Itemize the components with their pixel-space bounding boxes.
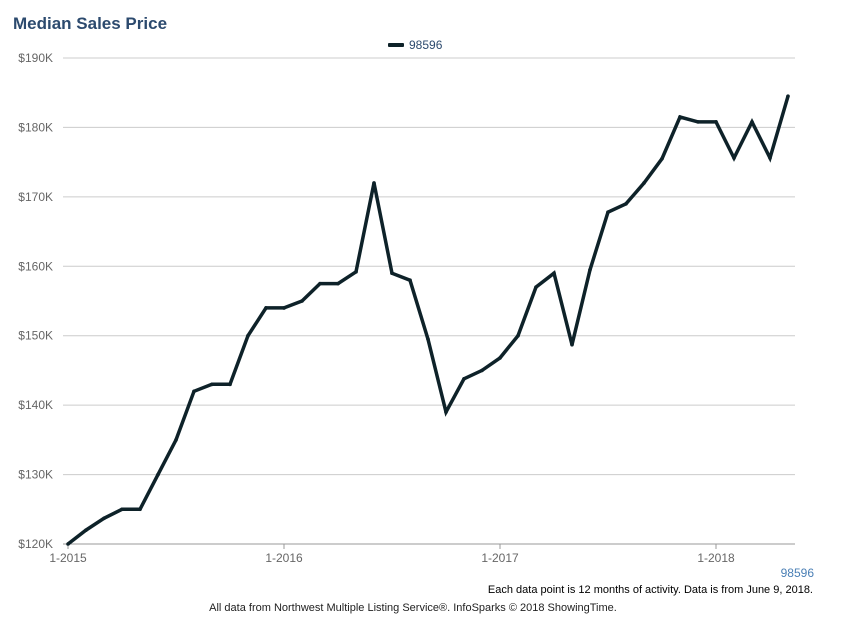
data-point	[66, 542, 70, 546]
data-point	[516, 333, 520, 338]
data-point	[786, 94, 790, 98]
y-tick-label: $150K	[18, 329, 53, 343]
data-point	[498, 356, 502, 360]
data-point	[768, 156, 772, 160]
data-point	[282, 306, 286, 310]
data-point	[642, 181, 646, 185]
data-point	[372, 181, 376, 185]
data-point	[318, 281, 322, 286]
data-point	[408, 278, 412, 282]
legend-label: 98596	[409, 38, 443, 52]
y-tick-label: $190K	[18, 51, 53, 65]
legend-swatch	[388, 43, 404, 47]
data-point	[552, 271, 556, 276]
data-point	[264, 306, 268, 310]
data-point	[426, 337, 430, 341]
data-point	[588, 267, 592, 272]
x-tick-label: 1-2017	[481, 551, 519, 565]
x-tick-label: 1-2018	[697, 551, 735, 565]
y-tick-label: $160K	[18, 259, 53, 273]
data-point	[570, 342, 574, 347]
data-point	[210, 382, 214, 387]
data-point	[534, 285, 538, 289]
data-point	[246, 333, 250, 338]
series-label: 98596	[780, 566, 814, 580]
data-point	[678, 115, 682, 119]
data-point	[480, 368, 484, 373]
chart-legend: 98596	[388, 38, 442, 52]
y-tick-label: $130K	[18, 468, 53, 482]
data-point	[102, 516, 106, 521]
data-point	[156, 472, 160, 477]
y-tick-label: $140K	[18, 398, 53, 412]
footer-credit: All data from Northwest Multiple Listing…	[209, 602, 617, 614]
data-point	[300, 299, 304, 303]
data-point	[336, 281, 340, 286]
chart-title: Median Sales Price	[13, 14, 168, 33]
x-tick-label: 1-2016	[265, 551, 303, 565]
x-tick-label: 1-2015	[49, 551, 87, 565]
data-point	[138, 507, 142, 512]
data-point	[732, 156, 736, 160]
data-point	[696, 120, 700, 124]
data-point	[444, 410, 448, 414]
data-note: Each data point is 12 months of activity…	[487, 584, 813, 596]
data-point	[624, 202, 628, 206]
data-point	[228, 382, 232, 387]
data-point	[174, 438, 178, 442]
data-point	[606, 210, 610, 214]
data-point	[462, 376, 466, 381]
data-point	[750, 120, 754, 124]
data-point	[192, 389, 196, 394]
data-point	[120, 507, 124, 512]
y-tick-label: $170K	[18, 190, 53, 204]
data-point	[660, 156, 664, 161]
data-point	[84, 528, 88, 532]
y-tick-label: $120K	[18, 537, 53, 551]
y-tick-label: $180K	[18, 120, 53, 134]
series-line-98596	[66, 95, 790, 546]
data-point	[714, 120, 718, 124]
data-point	[390, 271, 394, 276]
data-point	[354, 270, 358, 274]
